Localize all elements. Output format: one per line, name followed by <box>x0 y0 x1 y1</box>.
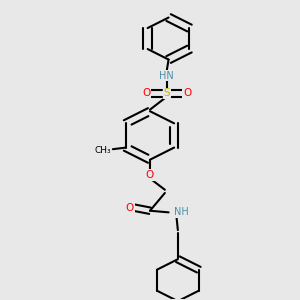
Text: O: O <box>125 202 134 212</box>
Text: S: S <box>164 88 170 98</box>
Text: HN: HN <box>159 71 174 81</box>
Text: O: O <box>142 88 150 98</box>
Text: O: O <box>183 88 191 98</box>
Text: CH₃: CH₃ <box>94 146 111 155</box>
Text: NH: NH <box>174 207 189 218</box>
Text: O: O <box>146 170 154 180</box>
